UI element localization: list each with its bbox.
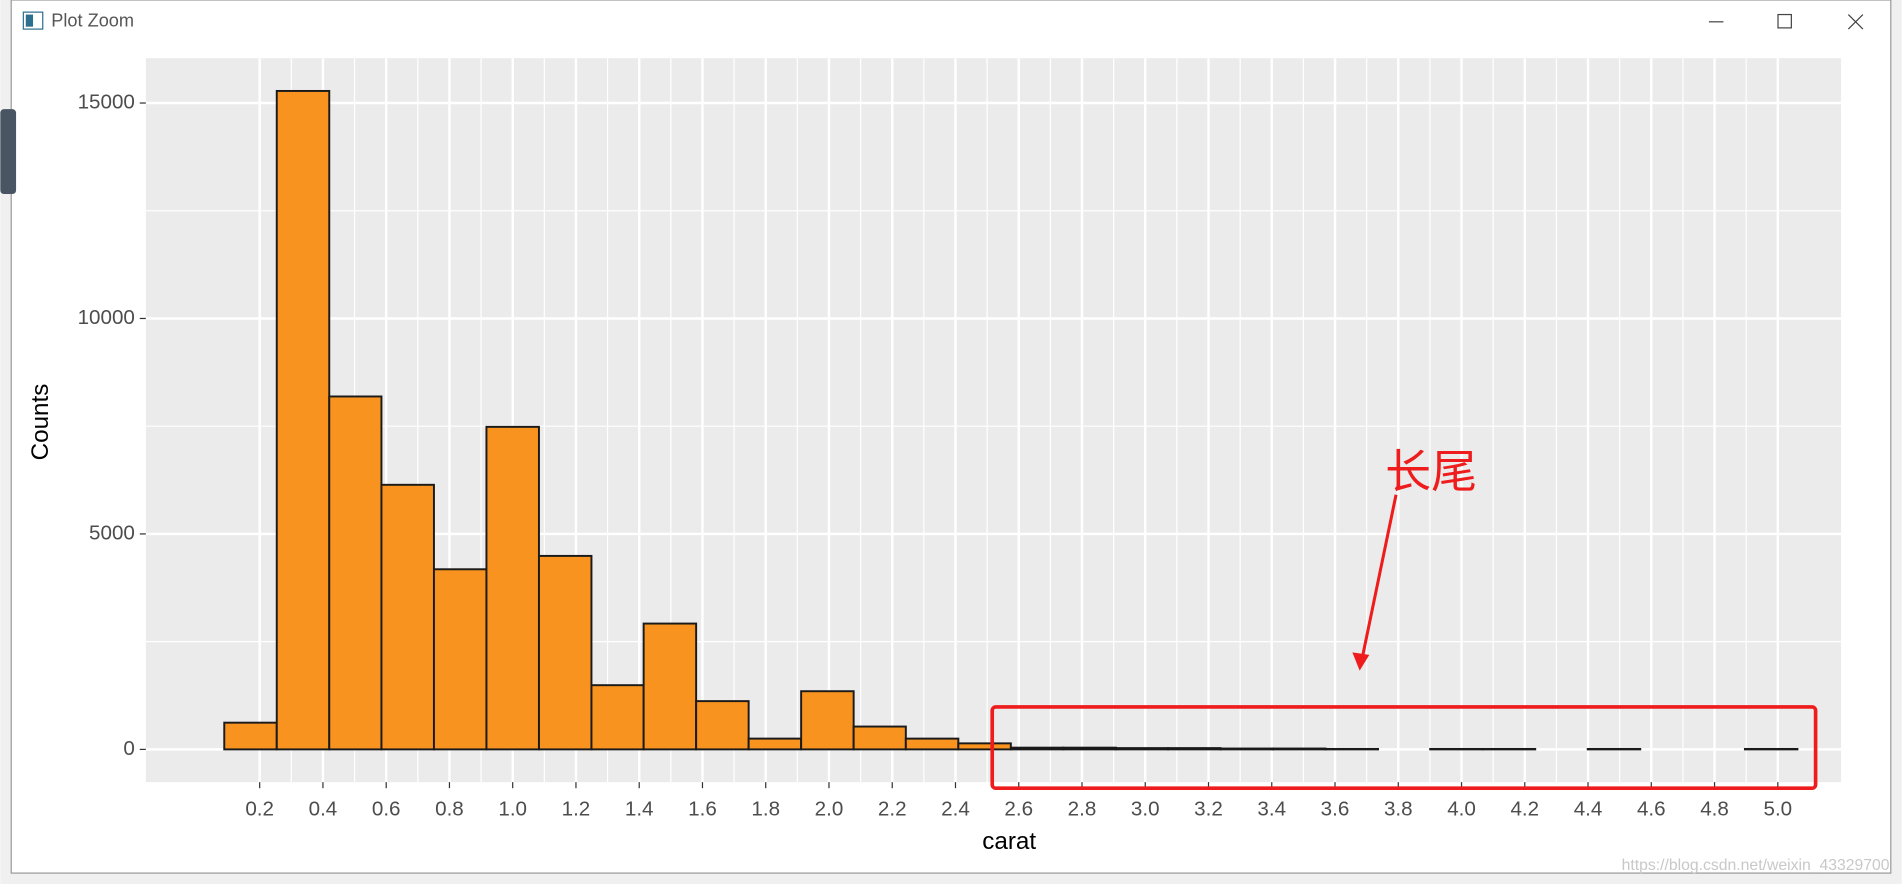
bar xyxy=(1273,749,1326,750)
x-tick-label: 4.6 xyxy=(1637,797,1666,820)
bar xyxy=(277,91,330,749)
x-tick-label: 0.8 xyxy=(435,797,464,820)
watermark: https://blog.csdn.net/weixin_43329700 xyxy=(1622,857,1890,874)
y-tick-label: 5000 xyxy=(89,521,135,544)
bar xyxy=(906,739,959,750)
x-tick-label: 2.2 xyxy=(878,797,907,820)
bar xyxy=(1168,748,1221,749)
x-tick-label: 3.0 xyxy=(1131,797,1160,820)
bar xyxy=(434,569,487,749)
x-tick-label: 2.8 xyxy=(1068,797,1097,820)
bar xyxy=(696,701,749,749)
window-title: Plot Zoom xyxy=(51,11,134,31)
bar xyxy=(1221,749,1274,750)
x-tick-label: 3.6 xyxy=(1321,797,1350,820)
x-tick-label: 3.8 xyxy=(1384,797,1413,820)
x-tick-label: 1.6 xyxy=(688,797,717,820)
y-tick-label: 10000 xyxy=(78,306,135,329)
bar xyxy=(749,739,802,750)
y-tick-label: 0 xyxy=(123,737,134,760)
bar xyxy=(644,624,697,750)
y-tick-label: 15000 xyxy=(78,90,135,113)
x-tick-label: 4.8 xyxy=(1700,797,1729,820)
x-tick-label: 0.6 xyxy=(372,797,401,820)
window-icon-part xyxy=(26,15,33,27)
x-tick-label: 1.8 xyxy=(751,797,780,820)
bar xyxy=(801,691,854,749)
x-axis-label: carat xyxy=(982,828,1036,855)
x-tick-label: 2.4 xyxy=(941,797,970,820)
bar xyxy=(854,727,906,750)
x-tick-label: 4.4 xyxy=(1574,797,1603,820)
bar xyxy=(381,485,434,750)
x-tick-label: 0.4 xyxy=(309,797,338,820)
x-tick-label: 1.4 xyxy=(625,797,654,820)
annotation: 长尾 xyxy=(1385,446,1477,498)
side-handle xyxy=(0,109,16,194)
bar xyxy=(329,396,381,749)
bar xyxy=(958,743,1011,749)
x-tick-label: 1.2 xyxy=(562,797,591,820)
x-tick-label: 5.0 xyxy=(1763,797,1792,820)
bar xyxy=(1116,748,1168,749)
bar xyxy=(591,685,643,749)
bar xyxy=(539,556,592,749)
y-axis-label: Counts xyxy=(27,384,54,461)
x-tick-label: 0.2 xyxy=(245,797,274,820)
x-tick-label: 4.0 xyxy=(1447,797,1476,820)
bar xyxy=(1063,748,1116,750)
bar xyxy=(486,427,539,750)
x-tick-label: 4.2 xyxy=(1510,797,1539,820)
x-tick-label: 2.0 xyxy=(815,797,844,820)
x-tick-label: 3.4 xyxy=(1257,797,1286,820)
bar xyxy=(1011,748,1064,750)
x-tick-label: 1.0 xyxy=(498,797,527,820)
x-tick-label: 2.6 xyxy=(1004,797,1033,820)
x-tick-label: 3.2 xyxy=(1194,797,1223,820)
bar xyxy=(224,723,277,750)
